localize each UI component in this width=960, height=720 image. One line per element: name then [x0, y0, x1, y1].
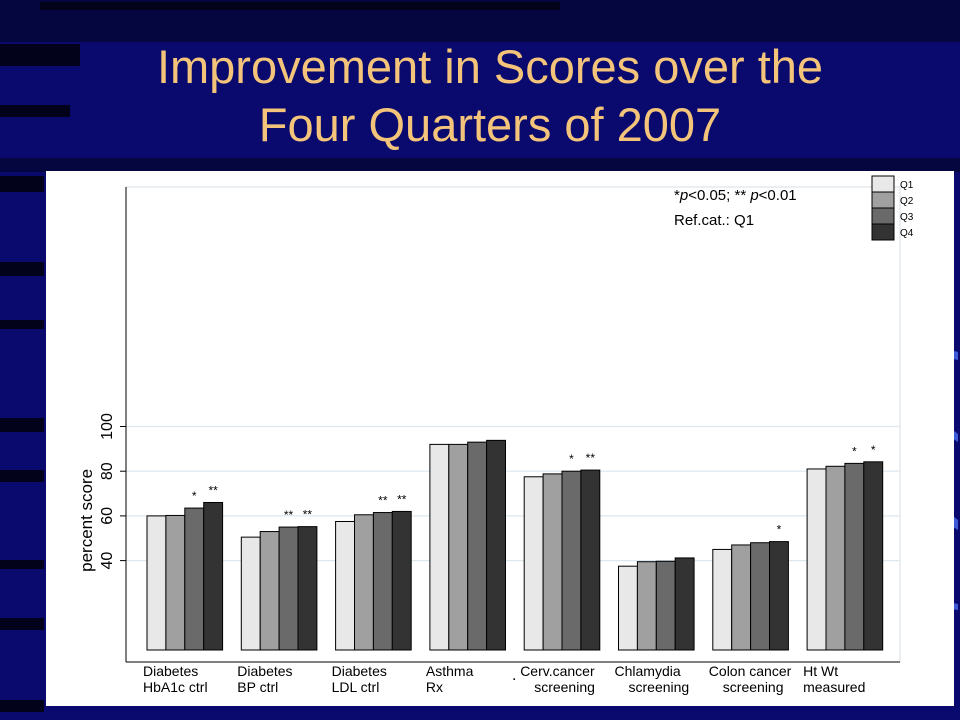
category-label-line-1: Colon cancer: [709, 663, 792, 679]
bar-q3: [561, 470, 582, 651]
y-tick-label: 40: [99, 552, 116, 570]
chart-panel: 40 60 80 100 percent score * ** Diabetes HbA1c c…: [46, 171, 954, 706]
bar-q1: [335, 520, 356, 651]
note-part: p: [679, 187, 688, 204]
bar-q4: [391, 510, 412, 651]
bar-q1: [240, 536, 261, 651]
reference-note: Ref.cat.: Q1: [674, 212, 754, 229]
bar-q4: [769, 541, 789, 651]
slide-title-line-1: Improvement in Scores over the: [156, 40, 824, 93]
bar-q4: [203, 501, 224, 651]
y-axis-title: percent score: [77, 469, 96, 572]
y-tick-label: 100: [99, 413, 116, 440]
bar-q1: [523, 476, 544, 651]
significance-marker: *: [777, 523, 782, 537]
legend-label-q1: Q1: [900, 180, 914, 191]
bar-q4: [863, 461, 884, 651]
category-label-line-1: Diabetes: [237, 663, 292, 679]
bar-q3: [278, 526, 299, 651]
note-part: <0.05; **: [688, 187, 750, 204]
category-label-line-1: Asthma: [426, 663, 474, 679]
stray-mark: .: [512, 667, 516, 684]
bar-q1: [146, 515, 167, 651]
significance-marker: **: [586, 451, 596, 465]
significance-marker: **: [397, 492, 407, 506]
bar-q3: [184, 507, 205, 651]
significance-marker: *: [569, 452, 574, 466]
category-label-line-1: Cerv.cancer: [520, 663, 595, 679]
bar-q3: [844, 462, 865, 651]
category-label-line-1: Diabetes: [332, 663, 387, 679]
category-label-line-2: screening: [723, 679, 784, 695]
bar-q3: [750, 542, 770, 651]
category-label-line-1: Chlamydia: [615, 663, 681, 679]
legend-label-q4: Q4: [900, 228, 914, 239]
bar-q3: [467, 441, 488, 651]
significance-marker: **: [208, 483, 218, 497]
legend-label-q2: Q2: [900, 196, 914, 207]
legend-swatch-q3: [871, 207, 895, 225]
bar-q1: [712, 548, 733, 651]
bar-q2: [542, 473, 563, 651]
bar-q2: [825, 465, 846, 651]
bar-q2: [636, 561, 657, 651]
bar-q1: [618, 565, 638, 651]
category-label-line-2: BP ctrl: [237, 679, 278, 695]
bar-q2: [259, 531, 280, 651]
bar-q1: [429, 443, 450, 651]
category-label-line-2: Rx: [426, 679, 443, 695]
significance-marker: *: [852, 444, 857, 458]
legend-swatch-q2: [871, 191, 895, 209]
category-label-line-2: screening: [629, 679, 690, 695]
significance-note: *p<0.05; ** p<0.01: [674, 187, 797, 204]
category-label-line-2: HbA1c ctrl: [143, 679, 208, 695]
bar-q3: [372, 512, 393, 651]
bar-q4: [674, 557, 695, 651]
significance-marker: *: [192, 489, 197, 503]
bar-q2: [354, 514, 374, 651]
bar-q2: [165, 514, 186, 651]
significance-marker: **: [284, 508, 294, 522]
y-tick-label: 60: [99, 507, 116, 525]
significance-marker: **: [378, 494, 388, 508]
bar-q2: [448, 443, 469, 651]
category-label-line-1: Diabetes: [143, 663, 198, 679]
bar-q4: [297, 526, 318, 651]
category-label-line-2: measured: [803, 679, 865, 695]
significance-marker: **: [303, 508, 313, 522]
category-label-line-2: LDL ctrl: [332, 679, 380, 695]
bar-q4: [486, 439, 507, 651]
bar-q3: [655, 560, 676, 651]
note-part: <0.01: [759, 187, 797, 204]
legend-swatch-q1: [871, 175, 895, 193]
note-part: p: [749, 187, 758, 204]
category-label-line-1: Ht Wt: [803, 663, 838, 679]
category-label-line-2: screening: [534, 679, 595, 695]
bar-q2: [731, 544, 752, 651]
y-tick-label: 80: [99, 462, 116, 480]
legend-label-q3: Q3: [900, 212, 914, 223]
note-part: *: [674, 187, 680, 204]
legend-swatch-q4: [871, 223, 895, 241]
bar-q1: [806, 468, 827, 651]
bar-q4: [580, 469, 601, 651]
significance-marker: *: [871, 443, 876, 457]
slide-title-line-2: Four Quarters of 2007: [258, 98, 722, 151]
